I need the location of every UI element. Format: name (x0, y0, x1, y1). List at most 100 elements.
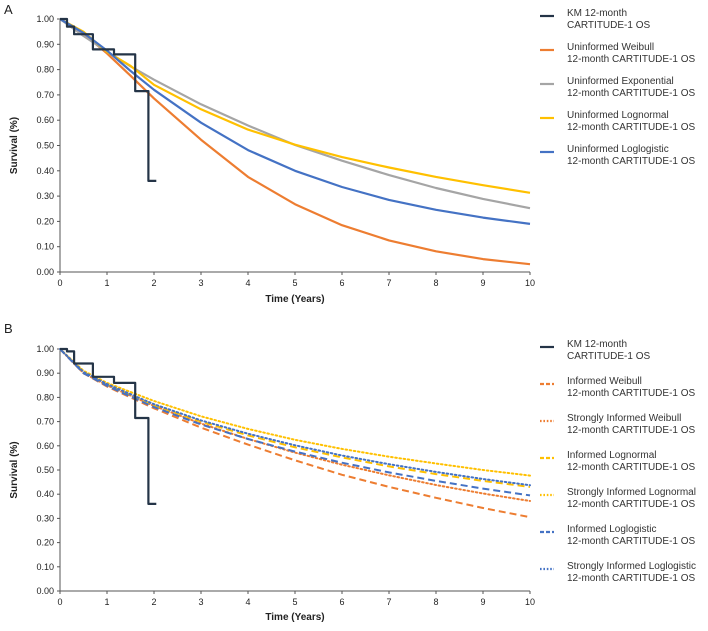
legend-label-line1: KM 12-month (567, 339, 627, 350)
legend-label-line2: 12-month CARTITUDE-1 OS (567, 122, 696, 133)
series-line-1 (59, 18, 531, 266)
legend-label-line1: Uninformed Exponential (567, 76, 674, 87)
y-tick-label: 0.20 (36, 216, 54, 226)
legend-label-line1: Uninformed Loglogistic (567, 144, 669, 155)
x-tick-label: 5 (292, 278, 297, 288)
panel-label: B (4, 321, 13, 336)
x-tick-label: 3 (198, 597, 203, 607)
x-tick-label: 10 (525, 597, 535, 607)
x-tick-label: 2 (151, 597, 156, 607)
x-tick-label: 6 (339, 597, 344, 607)
x-tick-label: 0 (57, 278, 62, 288)
legend-label-line1: Informed Weibull (567, 376, 642, 387)
y-tick-label: 0.80 (36, 65, 54, 75)
y-tick-label: 0.90 (36, 39, 54, 49)
chart-panel-b: B 0.00 0.10 0.20 0.30 0.40 0.50 0.60 0.70 0.80 0.9… (4, 321, 696, 623)
y-tick-label: 0.70 (36, 417, 54, 427)
legend-label-line2: 12-month CARTITUDE-1 OS (567, 88, 696, 99)
legend-label-line1: Uninformed Lognormal (567, 110, 669, 121)
series-line-0 (60, 17, 157, 182)
y-tick-label: 0.70 (36, 90, 54, 100)
legend-label-line1: Strongly Informed Loglogistic (567, 561, 696, 572)
legend-label-line2: CARTITUDE-1 OS (567, 351, 650, 362)
x-axis-label: Time (Years) (265, 294, 324, 305)
legend-label-line1: Informed Loglogistic (567, 524, 657, 535)
y-tick-label: 0.10 (36, 562, 54, 572)
legend-label-line2: 12-month CARTITUDE-1 OS (567, 425, 696, 436)
legend-label-line2: 12-month CARTITUDE-1 OS (567, 156, 696, 167)
x-axis-label: Time (Years) (265, 612, 324, 623)
series-line-6 (59, 348, 531, 487)
x-tick-label: 6 (339, 278, 344, 288)
x-tick-label: 4 (245, 278, 250, 288)
x-tick-label: 4 (245, 597, 250, 607)
legend-label-line2: CARTITUDE-1 OS (567, 20, 650, 31)
chart-panel-a: A 0.00 0.10 0.20 0.30 0.40 0.50 0.60 0.70 0.80 0.9… (4, 2, 696, 305)
x-tick-label: 8 (433, 278, 438, 288)
x-tick-label: 1 (104, 278, 109, 288)
y-tick-label: 0.60 (36, 115, 54, 125)
legend-label-line2: 12-month CARTITUDE-1 OS (567, 462, 696, 473)
legend-label-line1: Informed Lognormal (567, 450, 657, 461)
series-line-4 (59, 18, 531, 225)
y-tick-label: 0.00 (36, 267, 54, 277)
x-tick-label: 1 (104, 597, 109, 607)
legend-label-line2: 12-month CARTITUDE-1 OS (567, 573, 696, 584)
x-tick-label: 7 (386, 278, 391, 288)
series-line-2 (59, 18, 531, 210)
y-tick-label: 0.00 (36, 586, 54, 596)
series-line-3 (59, 18, 531, 194)
x-tick-label: 8 (433, 597, 438, 607)
series-line-0 (60, 347, 157, 505)
y-tick-label: 0.50 (36, 141, 54, 151)
y-tick-label: 0.30 (36, 191, 54, 201)
series-line-2 (59, 348, 531, 502)
y-tick-label: 0.20 (36, 538, 54, 548)
legend-label-line2: 12-month CARTITUDE-1 OS (567, 388, 696, 399)
panel-label: A (4, 2, 13, 17)
x-tick-label: 2 (151, 278, 156, 288)
x-tick-label: 10 (525, 278, 535, 288)
x-tick-label: 9 (480, 597, 485, 607)
legend-label-line2: 12-month CARTITUDE-1 OS (567, 499, 696, 510)
y-tick-label: 0.50 (36, 465, 54, 475)
x-tick-label: 0 (57, 597, 62, 607)
legend-label-line1: KM 12-month (567, 8, 627, 19)
x-tick-label: 9 (480, 278, 485, 288)
y-tick-label: 0.80 (36, 392, 54, 402)
series-line-4 (59, 348, 531, 477)
x-tick-label: 7 (386, 597, 391, 607)
y-tick-label: 0.40 (36, 489, 54, 499)
y-tick-label: 0.10 (36, 242, 54, 252)
y-axis-label: Survival (%) (9, 117, 20, 174)
y-tick-label: 0.60 (36, 441, 54, 451)
series-line-1 (59, 348, 531, 519)
x-tick-label: 5 (292, 597, 297, 607)
legend-label-line1: Strongly Informed Lognormal (567, 487, 696, 498)
y-tick-label: 0.90 (36, 368, 54, 378)
y-tick-label: 1.00 (36, 14, 54, 24)
legend-label-line1: Strongly Informed Weibull (567, 413, 681, 424)
legend-label-line1: Uninformed Weibull (567, 42, 654, 53)
legend-label-line2: 12-month CARTITUDE-1 OS (567, 536, 696, 547)
y-tick-label: 0.40 (36, 166, 54, 176)
y-axis-label: Survival (%) (9, 441, 20, 498)
legend-label-line2: 12-month CARTITUDE-1 OS (567, 54, 696, 65)
y-tick-label: 0.30 (36, 513, 54, 523)
series-line-5 (59, 348, 531, 497)
y-tick-label: 1.00 (36, 344, 54, 354)
x-tick-label: 3 (198, 278, 203, 288)
